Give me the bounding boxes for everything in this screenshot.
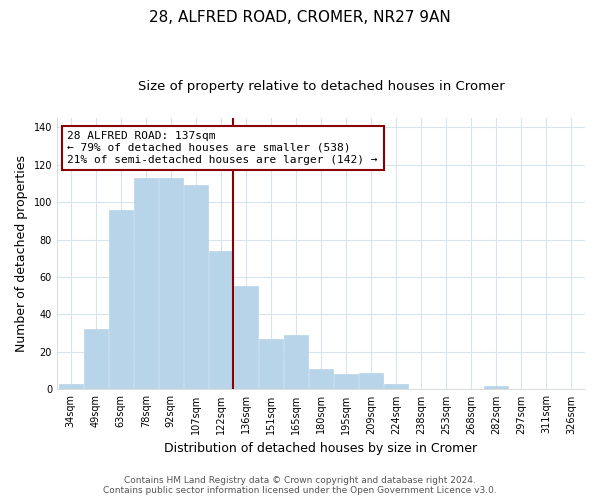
Bar xyxy=(109,210,133,390)
Bar xyxy=(234,286,258,390)
Bar xyxy=(184,185,208,390)
Text: 28 ALFRED ROAD: 137sqm
← 79% of detached houses are smaller (538)
21% of semi-de: 28 ALFRED ROAD: 137sqm ← 79% of detached… xyxy=(67,132,378,164)
Bar xyxy=(359,372,383,390)
Bar xyxy=(384,384,408,390)
Bar xyxy=(309,369,333,390)
Bar xyxy=(134,178,158,390)
Bar xyxy=(334,374,358,390)
Text: 28, ALFRED ROAD, CROMER, NR27 9AN: 28, ALFRED ROAD, CROMER, NR27 9AN xyxy=(149,10,451,25)
Bar xyxy=(84,330,107,390)
Bar xyxy=(259,339,283,390)
Y-axis label: Number of detached properties: Number of detached properties xyxy=(15,155,28,352)
Bar xyxy=(484,386,508,390)
X-axis label: Distribution of detached houses by size in Cromer: Distribution of detached houses by size … xyxy=(164,442,478,455)
Title: Size of property relative to detached houses in Cromer: Size of property relative to detached ho… xyxy=(137,80,505,93)
Bar xyxy=(209,251,233,390)
Bar xyxy=(284,335,308,390)
Bar xyxy=(159,178,182,390)
Text: Contains HM Land Registry data © Crown copyright and database right 2024.
Contai: Contains HM Land Registry data © Crown c… xyxy=(103,476,497,495)
Bar xyxy=(59,384,83,390)
